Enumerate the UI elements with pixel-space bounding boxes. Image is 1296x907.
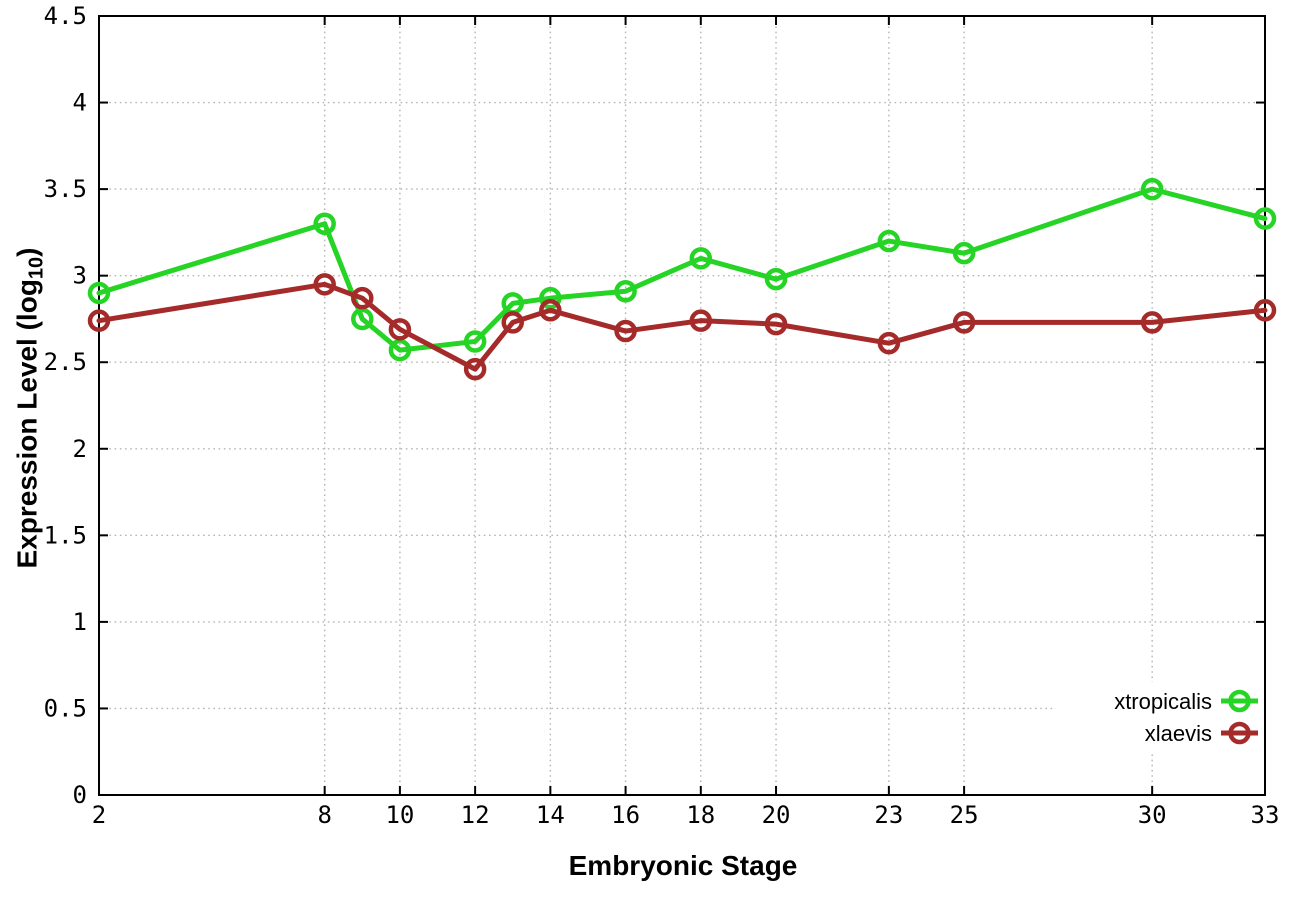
x-tick-label: 2 bbox=[92, 801, 106, 829]
data-point-xlaevis bbox=[463, 357, 487, 381]
data-point-xtropicalis bbox=[689, 247, 713, 270]
x-tick-label: 14 bbox=[536, 801, 565, 829]
data-point-xtropicalis bbox=[952, 241, 976, 265]
legend-item-xtropicalis: xtropicalis bbox=[1114, 689, 1258, 714]
data-point-xlaevis bbox=[539, 299, 562, 322]
data-point-xtropicalis bbox=[313, 212, 336, 235]
y-tick-label: 0 bbox=[73, 781, 87, 809]
data-point-xlaevis bbox=[351, 286, 374, 310]
y-tick-label: 3.5 bbox=[44, 175, 87, 203]
data-point-xlaevis bbox=[501, 311, 524, 334]
series-line-xtropicalis bbox=[96, 186, 1268, 353]
legend-label-xtropicalis: xtropicalis bbox=[1114, 689, 1212, 714]
data-point-xtropicalis bbox=[351, 307, 374, 331]
y-tick-label: 0.5 bbox=[44, 694, 87, 722]
plot-border bbox=[98, 15, 1266, 796]
y-tick-label: 2 bbox=[73, 435, 87, 463]
axis-ticks bbox=[98, 15, 1266, 796]
x-tick-label: 16 bbox=[611, 801, 640, 829]
x-tick-label: 10 bbox=[385, 801, 414, 829]
data-point-xtropicalis bbox=[1140, 177, 1164, 201]
series-xlaevis bbox=[87, 273, 1277, 381]
y-tick-label: 1.5 bbox=[44, 521, 87, 549]
data-point-xtropicalis bbox=[388, 338, 412, 362]
series-line-xlaevis bbox=[96, 281, 1268, 372]
data-point-xtropicalis bbox=[87, 281, 111, 305]
data-point-xlaevis bbox=[87, 309, 111, 332]
data-point-xlaevis bbox=[614, 319, 637, 343]
y-tick-label: 3 bbox=[73, 262, 87, 290]
x-tick-label: 23 bbox=[874, 801, 903, 829]
data-point-xlaevis bbox=[1253, 299, 1277, 322]
x-tick-label: 8 bbox=[317, 801, 331, 829]
y-axis-label-subscript: 10 bbox=[25, 256, 48, 280]
y-tick-label: 4 bbox=[73, 89, 87, 117]
y-axis-label-end: ) bbox=[11, 247, 43, 257]
series-xtropicalis bbox=[87, 177, 1277, 362]
data-point-xtropicalis bbox=[1253, 207, 1277, 230]
grid bbox=[98, 15, 1266, 796]
data-point-xlaevis bbox=[689, 309, 713, 332]
data-point-xlaevis bbox=[877, 331, 901, 355]
y-axis-label: Expression Level (log10) bbox=[12, 248, 49, 569]
data-point-xlaevis bbox=[952, 311, 976, 334]
data-point-xtropicalis bbox=[877, 229, 901, 253]
legend-background bbox=[1056, 682, 1264, 752]
data-point-xlaevis bbox=[764, 312, 788, 336]
y-axis-label-text: Expression Level (log bbox=[11, 279, 43, 569]
legend-sample-marker-xlaevis bbox=[1228, 721, 1251, 745]
legend-item-xlaevis: xlaevis bbox=[1145, 721, 1258, 746]
x-tick-label: 12 bbox=[461, 801, 490, 829]
data-point-xlaevis bbox=[388, 318, 412, 341]
x-tick-label: 30 bbox=[1138, 801, 1167, 829]
tick-labels: 2 8 10 12 14 16 18 20 23 25 30 33 0 0.5 1 1.5 2 2.5 3 3.5 4 4… bbox=[44, 2, 1280, 829]
legend-label-xlaevis: xlaevis bbox=[1145, 721, 1212, 746]
x-tick-label: 18 bbox=[686, 801, 715, 829]
y-tick-label: 1 bbox=[73, 608, 87, 636]
legend-sample-marker-xtropicalis bbox=[1228, 689, 1251, 713]
data-point-xtropicalis bbox=[539, 286, 562, 310]
x-tick-label: 33 bbox=[1251, 801, 1280, 829]
x-tick-label: 25 bbox=[950, 801, 979, 829]
x-tick-label: 20 bbox=[762, 801, 791, 829]
legend: xtropicalis xlaevis bbox=[1056, 682, 1264, 752]
data-point-xtropicalis bbox=[614, 279, 637, 303]
y-tick-label: 4.5 bbox=[44, 2, 87, 30]
data-point-xtropicalis bbox=[764, 267, 788, 291]
data-point-xlaevis bbox=[313, 273, 336, 296]
x-axis-label: Embryonic Stage bbox=[568, 850, 798, 881]
y-tick-label: 2.5 bbox=[44, 348, 87, 376]
data-point-xtropicalis bbox=[463, 330, 487, 353]
data-point-xlaevis bbox=[1140, 311, 1164, 334]
